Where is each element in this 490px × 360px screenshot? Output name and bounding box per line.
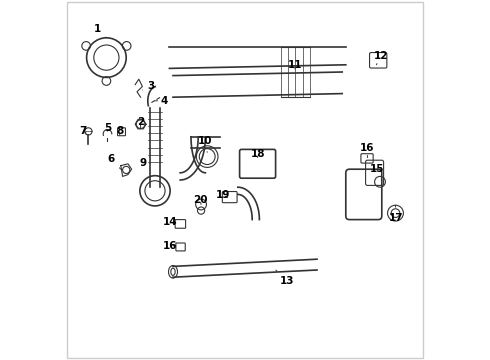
Text: 14: 14 [163,217,177,228]
Text: 9: 9 [140,158,151,168]
Text: 16: 16 [163,240,177,251]
Text: 5: 5 [104,123,111,133]
Text: 2: 2 [137,117,144,128]
Text: 10: 10 [198,136,213,152]
Text: 7: 7 [79,126,87,136]
Text: 20: 20 [193,195,207,205]
Text: 4: 4 [155,96,168,106]
Text: 17: 17 [389,205,403,223]
Text: 6: 6 [107,154,121,169]
Text: 12: 12 [373,51,388,65]
Text: 3: 3 [143,81,155,91]
Text: 18: 18 [250,149,265,159]
Text: 1: 1 [94,24,106,38]
Text: 8: 8 [116,126,123,136]
Text: 19: 19 [216,190,230,201]
Text: 15: 15 [370,164,385,181]
Text: 16: 16 [360,143,375,158]
Text: 13: 13 [276,270,294,286]
Text: 11: 11 [288,60,302,70]
